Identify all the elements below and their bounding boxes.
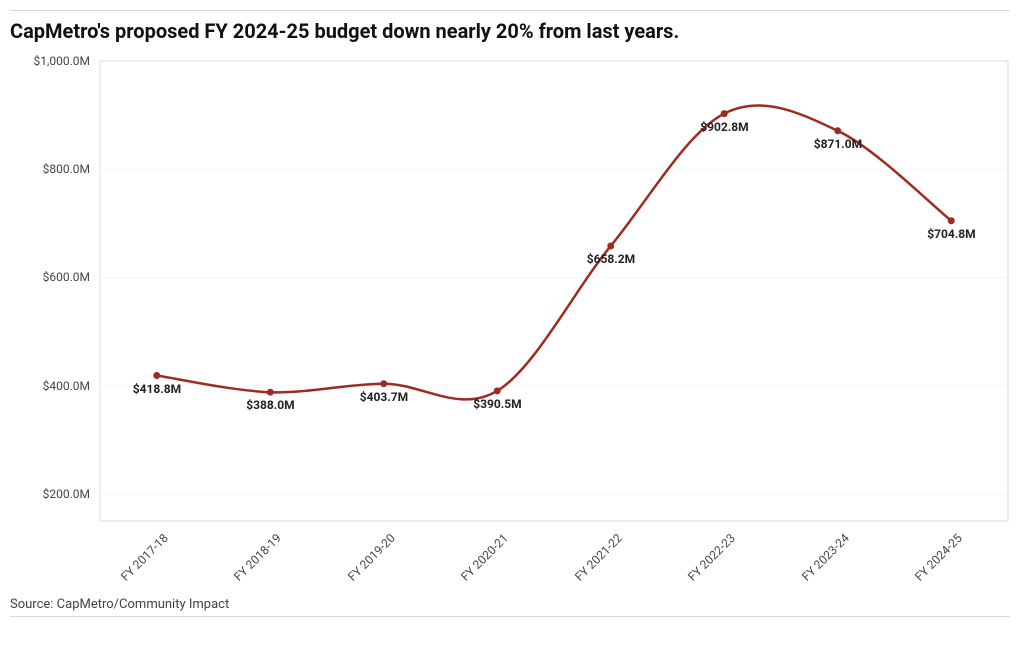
y-axis-label: $600.0M	[20, 270, 90, 284]
data-label: $658.2M	[587, 252, 635, 266]
data-point	[721, 110, 728, 117]
data-label: $390.5M	[473, 397, 521, 411]
chart-title: CapMetro's proposed FY 2024-25 budget do…	[10, 19, 1010, 43]
data-point	[834, 127, 841, 134]
y-axis-label: $1,000.0M	[20, 54, 90, 68]
figure-container: CapMetro's proposed FY 2024-25 budget do…	[0, 0, 1020, 650]
y-axis-label: $800.0M	[20, 162, 90, 176]
data-label: $388.0M	[246, 398, 294, 412]
data-point	[267, 389, 274, 396]
chart-svg	[20, 49, 1010, 589]
y-axis-label: $400.0M	[20, 379, 90, 393]
divider-bottom	[10, 616, 1010, 617]
data-label: $704.8M	[927, 227, 975, 241]
data-point	[948, 217, 955, 224]
data-label: $418.8M	[133, 382, 181, 396]
data-label: $902.8M	[700, 120, 748, 134]
data-point	[607, 242, 614, 249]
chart-area: $200.0M$400.0M$600.0M$800.0M$1,000.0MFY …	[20, 49, 1010, 589]
data-point	[153, 372, 160, 379]
data-point	[380, 380, 387, 387]
data-label: $871.0M	[814, 137, 862, 151]
divider-top	[10, 10, 1010, 11]
y-axis-label: $200.0M	[20, 487, 90, 501]
plot-background	[100, 61, 1008, 521]
data-label: $403.7M	[360, 390, 408, 404]
source-text: Source: CapMetro/Community Impact	[10, 597, 1010, 612]
data-point	[494, 387, 501, 394]
